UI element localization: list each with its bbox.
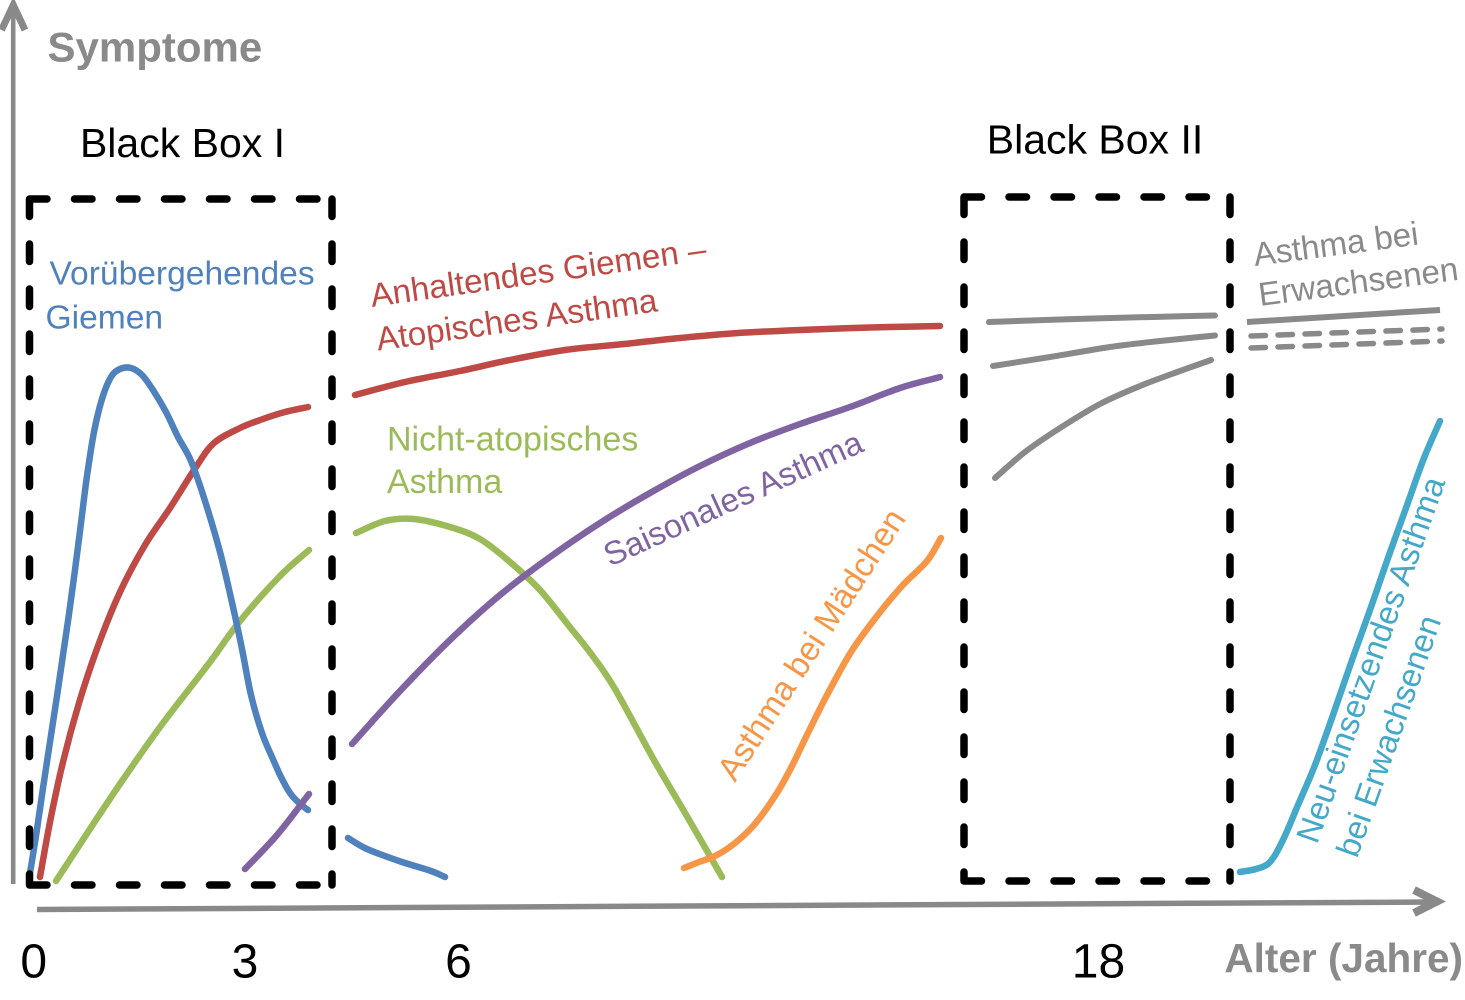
svg-text:Asthma: Asthma xyxy=(387,463,502,501)
svg-text:3: 3 xyxy=(232,936,259,989)
svg-text:Black Box I: Black Box I xyxy=(80,120,285,166)
svg-text:Giemen: Giemen xyxy=(46,300,164,337)
svg-text:Black Box II: Black Box II xyxy=(987,117,1203,163)
svg-text:Nicht-atopisches: Nicht-atopisches xyxy=(387,421,638,459)
svg-text:0: 0 xyxy=(20,936,47,989)
svg-text:Vorübergehendes: Vorübergehendes xyxy=(50,256,315,293)
svg-text:6: 6 xyxy=(445,936,472,989)
svg-text:18: 18 xyxy=(1072,936,1125,989)
svg-text:Alter (Jahre): Alter (Jahre) xyxy=(1224,935,1463,981)
svg-text:Symptome: Symptome xyxy=(48,24,263,71)
